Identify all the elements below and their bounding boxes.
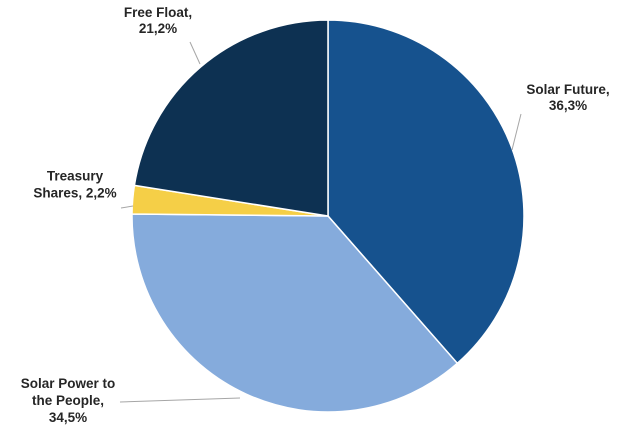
leader-line-solar-power-to-the-people [119,397,241,403]
slice-label-line: Solar Power to [21,376,116,391]
slice-labels: Solar Future, 36,3% Solar Power to the Peop… [21,5,610,425]
slice-label-line: Treasury [47,169,104,184]
slice-label-line: 21,2% [139,21,177,36]
leader-line-free-float [189,41,201,65]
slice-label-line: Free Float, [124,5,192,20]
slice-label-line: 34,5% [49,410,87,425]
pie-slice-solar-future [327,19,525,365]
slice-label-line: Shares, 2,2% [33,186,116,201]
slice-label-solar-power-to-the-people: Solar Power to the People, 34,5% [21,376,116,425]
slice-label-solar-future: Solar Future, 36,3% [526,82,609,113]
slice-label-line: 36,3% [549,98,587,113]
leader-lines [119,41,522,403]
slice-label-line: Solar Future, [526,82,609,97]
leader-line-treasury-shares [120,205,134,209]
leader-line-solar-future [511,113,522,151]
slice-label-treasury-shares: Treasury Shares, 2,2% [33,169,116,201]
pie-slices [131,19,525,413]
pie-slice-solar-power-to-the-people [131,213,459,413]
slice-label-free-float: Free Float, 21,2% [124,5,192,36]
pie-slice-free-float [133,19,329,217]
slice-label-line: the People, [32,393,104,408]
